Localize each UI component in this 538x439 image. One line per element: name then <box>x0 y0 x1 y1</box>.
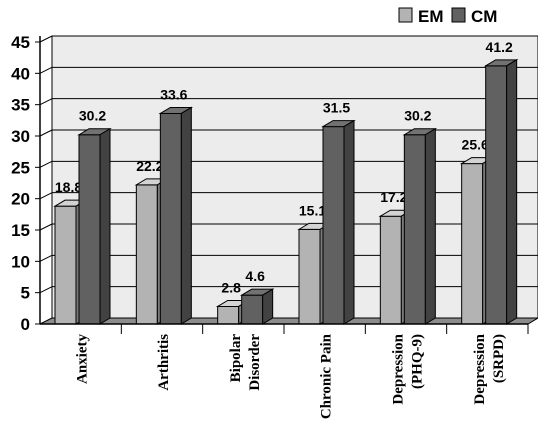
gridlines <box>39 35 538 294</box>
x-tick-label: (SRPD) <box>491 334 507 383</box>
gridline-side <box>39 254 53 262</box>
plot-wall <box>51 35 538 319</box>
bar-cm <box>402 127 438 325</box>
y-tick-label: 10 <box>11 252 30 271</box>
bar-side <box>180 106 192 325</box>
bar-front <box>403 134 426 325</box>
y-tick-label: 5 <box>21 284 30 303</box>
data-label: 2.8 <box>221 279 241 295</box>
legend: EM CM <box>398 7 497 26</box>
gridline-side <box>39 160 53 168</box>
legend-label-em: EM <box>418 7 444 26</box>
bar-front <box>241 294 264 325</box>
data-label: 22.2 <box>136 158 163 174</box>
gridline-side <box>39 66 53 74</box>
bar-cm <box>77 127 112 325</box>
legend-label-cm: CM <box>471 7 497 26</box>
bar-side <box>424 127 436 325</box>
data-label: 30.2 <box>79 108 106 124</box>
data-label: 4.6 <box>245 268 265 284</box>
gridline-side <box>39 286 53 294</box>
y-axis: 0 5 10 15 20 25 30 35 40 45 <box>11 33 41 334</box>
bar-front <box>217 305 240 325</box>
bar-cm <box>321 119 356 325</box>
legend-swatch-em <box>398 7 413 23</box>
x-axis: Anxiety Arthritis Bipolar Disorder Chronic P… <box>40 323 529 419</box>
data-label: 33.6 <box>160 86 187 102</box>
data-label: 30.2 <box>404 108 431 124</box>
bar-front <box>322 126 345 325</box>
data-label: 25.6 <box>462 137 489 153</box>
bar-front <box>54 205 77 325</box>
x-tick-label: Depression <box>391 333 407 404</box>
y-tick-label: 40 <box>11 64 30 83</box>
gridline-side <box>39 192 53 200</box>
bar-cm <box>483 58 519 325</box>
bar-side <box>343 119 355 325</box>
legend-swatch-cm <box>451 7 466 23</box>
bar-front <box>461 163 484 325</box>
data-label: 41.2 <box>486 39 513 55</box>
bar-front <box>159 112 182 325</box>
data-label: 31.5 <box>323 100 350 116</box>
y-tick-label: 35 <box>11 96 30 115</box>
data-label: 15.1 <box>299 202 326 218</box>
x-tick-label: (PHQ-9) <box>410 334 426 389</box>
data-label: 17.2 <box>380 189 407 205</box>
x-tick-label: Depression <box>472 333 488 404</box>
bar-cm <box>239 288 275 325</box>
x-tick-label: Chronic Pain <box>319 333 335 419</box>
gridline-side <box>39 129 53 137</box>
bar-front <box>78 134 101 325</box>
gridline-side <box>39 223 53 231</box>
bar-side <box>262 288 274 325</box>
gridline-side <box>39 98 53 106</box>
x-tick-label: Disorder <box>247 334 263 391</box>
x-tick-label: Anxiety <box>75 334 91 384</box>
bar-front <box>135 184 158 325</box>
y-tick-label: 25 <box>11 158 30 177</box>
bar-side <box>99 127 111 325</box>
y-tick-label: 45 <box>11 33 30 52</box>
x-tick-label: Bipolar <box>228 334 244 383</box>
bars: 18.8 30.2 22.2 33.6 2.84.6 15.1 31.5 17.2 30.2 25… <box>53 39 519 325</box>
y-tick-label: 15 <box>11 221 30 240</box>
bar-side <box>506 58 518 325</box>
x-tick-label: Arthritis <box>156 334 172 391</box>
y-tick-label: 20 <box>11 190 30 209</box>
gridline-side <box>39 35 53 43</box>
y-tick-label: 0 <box>21 315 30 334</box>
bar-front <box>485 65 508 325</box>
bar-front <box>298 228 321 325</box>
bar-cm <box>158 106 194 325</box>
bar-front <box>379 215 402 325</box>
plot-area <box>39 35 538 325</box>
y-tick-label: 30 <box>11 127 30 146</box>
data-label: 18.8 <box>55 179 82 195</box>
